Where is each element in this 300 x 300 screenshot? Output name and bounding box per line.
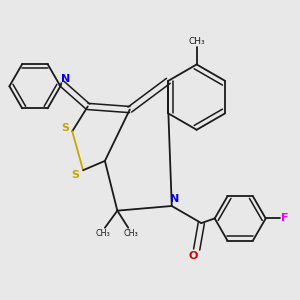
Text: CH₃: CH₃	[96, 230, 111, 238]
Text: CH₃: CH₃	[123, 230, 138, 238]
Text: N: N	[61, 74, 70, 84]
Text: S: S	[71, 170, 79, 180]
Text: S: S	[61, 123, 69, 133]
Text: CH₃: CH₃	[188, 37, 205, 46]
Text: N: N	[170, 194, 179, 204]
Text: F: F	[281, 213, 289, 224]
Text: O: O	[189, 251, 198, 261]
